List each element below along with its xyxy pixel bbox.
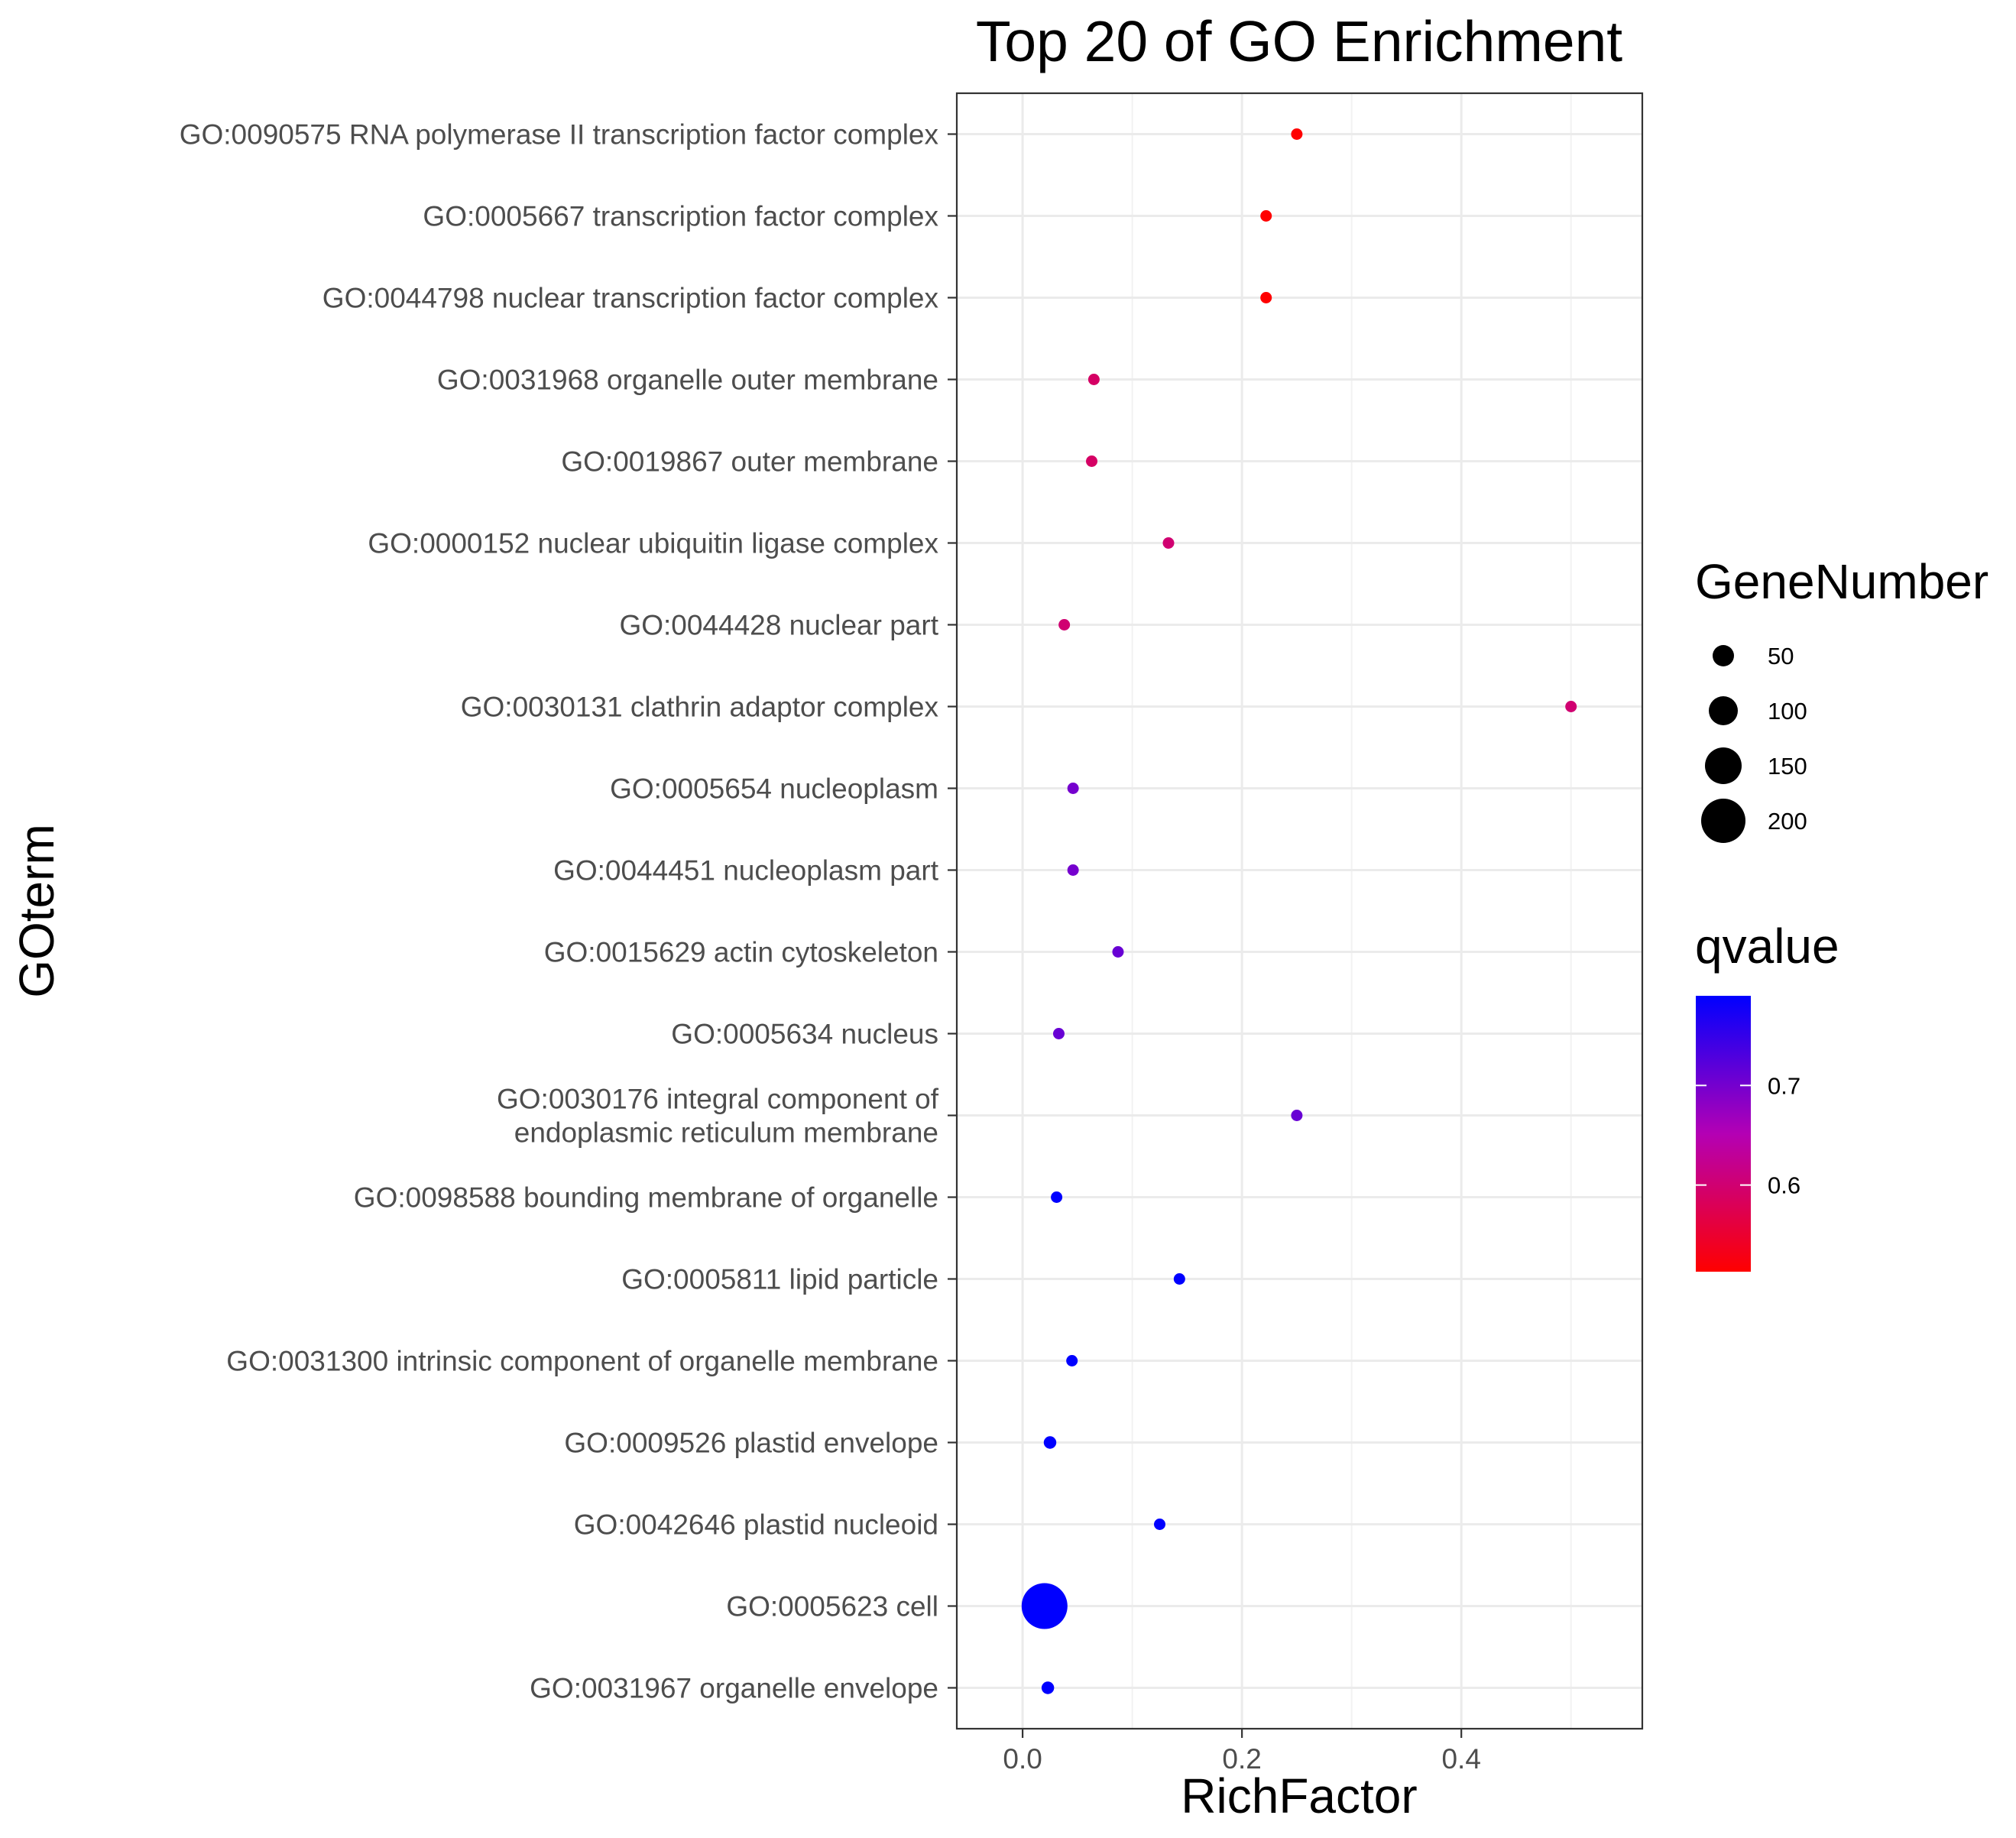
data-point [1291,128,1303,140]
x-tick-label: 0.4 [1441,1743,1480,1775]
y-tick-label: GO:0044798 nuclear transcription factor … [322,283,939,314]
size-legend: 50 100 150 200 [1701,643,1807,843]
y-tick-label: GO:0090575 RNA polymerase II transcripti… [180,119,939,151]
y-tick-label: GO:0044451 nucleoplasm part [553,855,939,887]
y-tick-label: GO:0031968 organelle outer membrane [437,365,938,396]
size-legend-key [1709,696,1738,725]
plot-panel [957,93,1642,1729]
x-axis-title: RichFactor [1181,1768,1417,1823]
color-legend-label: 0.6 [1768,1172,1800,1199]
y-axis: GO:0090575 RNA polymerase II transcripti… [180,119,957,1704]
data-point [1052,1028,1065,1039]
data-point [1043,1436,1057,1449]
data-point [1066,1355,1078,1366]
x-tick-label: 0.2 [1222,1743,1261,1775]
chart-title: Top 20 of GO Enrichment [976,9,1622,73]
x-tick-label: 0.0 [1003,1743,1042,1775]
size-legend-title: GeneNumber [1695,554,1988,609]
data-point [1162,537,1175,549]
y-tick-label: GO:0005654 nucleoplasm [610,773,938,805]
y-tick-label: GO:0031300 intrinsic component of organe… [226,1346,938,1377]
y-tick-label: GO:0031967 organelle envelope [530,1673,938,1704]
data-point [1154,1519,1166,1530]
y-tick-label: GO:0009526 plastid envelope [564,1428,938,1459]
data-point [1260,292,1272,303]
size-legend-label: 100 [1768,698,1807,725]
data-point [1087,374,1100,385]
data-point [1021,1583,1068,1629]
y-tick-label: GO:0019867 outer membrane [561,446,938,478]
y-tick-label: GO:0005634 nucleus [671,1019,938,1050]
y-tick-label: GO:0000152 nuclear ubiquitin ligase comp… [368,528,938,559]
size-legend-label: 50 [1768,643,1794,669]
plot-border [955,92,1644,1730]
color-legend-title: qvalue [1695,919,1839,974]
y-tick-label: endoplasmic reticulum membrane [514,1117,938,1149]
color-legend-label: 0.7 [1768,1072,1800,1099]
data-point [1291,1110,1303,1121]
y-tick-label: GO:0030131 clathrin adaptor complex [461,692,939,723]
data-point [1067,864,1079,876]
x-axis: 0.0 0.2 0.4 [1003,1729,1481,1775]
data-point [1067,783,1079,794]
y-tick-label: GO:0030176 integral component of [497,1084,939,1115]
color-legend-ticks: 0.6 0.7 [1696,1072,1800,1199]
y-tick-label: GO:0015629 actin cytoskeleton [544,937,938,968]
color-legend-bar [1696,996,1751,1272]
y-tick-label: GO:0042646 plastid nucleoid [574,1509,938,1541]
size-legend-key [1713,645,1734,666]
y-tick-label: GO:0098588 bounding membrane of organell… [354,1182,938,1214]
size-legend-label: 200 [1768,808,1807,835]
data-point [1565,701,1577,712]
data-point [1260,210,1272,222]
size-legend-key [1705,747,1742,784]
y-tick-label: GO:0005811 lipid particle [621,1264,938,1295]
data-point [1173,1273,1185,1285]
data-point [1041,1681,1055,1694]
y-tick-label: GO:0005667 transcription factor complex [423,201,938,232]
size-legend-label: 150 [1768,753,1807,780]
data-point [1086,455,1098,467]
y-tick-label: GO:0005623 cell [726,1591,938,1622]
data-point [1112,946,1124,958]
size-legend-key [1701,799,1745,843]
data-point [1051,1191,1063,1203]
data-point [1058,619,1071,630]
y-axis-title: GOterm [9,824,64,998]
y-tick-label: GO:0044428 nuclear part [619,610,938,641]
grid-lines [957,93,1642,1729]
data-points [1021,128,1577,1694]
